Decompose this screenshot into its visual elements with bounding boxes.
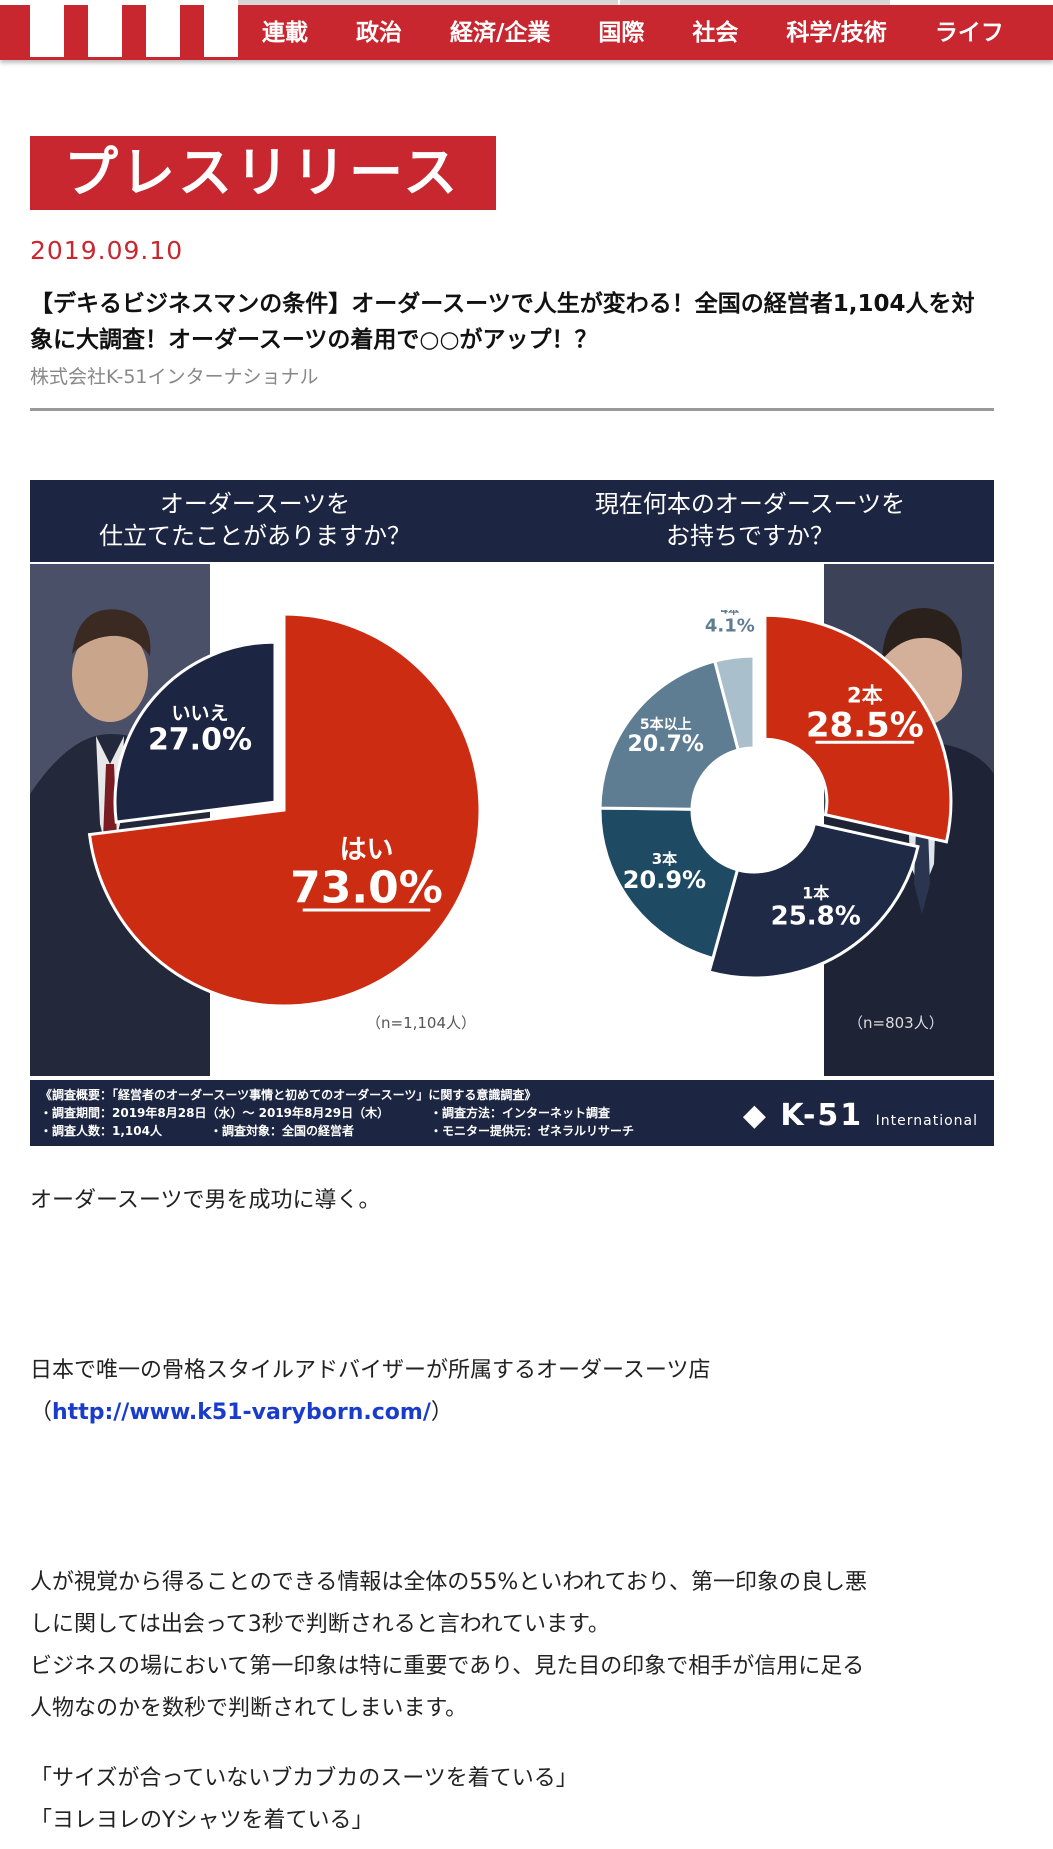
survey-period: ・調査期間：2019年8月28日（水）～ 2019年8月29日（木） [40, 1106, 390, 1120]
paragraph-3-line-3: ビジネスの場において第一印象は特に重要であり、見た目の印象で相手が信用に足る [30, 1654, 865, 1679]
paragraph-3-line-2: しに関しては出会って3秒で判断されると言われています。 [30, 1612, 610, 1637]
pie-category-label-1: 1本 [802, 884, 829, 903]
infographic-footer: 《調査概要：「経営者のオーダースーツ事情と初めてのオーダースーツ」に関する意識調… [30, 1080, 994, 1146]
paren-open: （ [30, 1400, 53, 1425]
shop-link[interactable]: http://www.k51-varyborn.com/ [52, 1400, 431, 1425]
site-logo[interactable] [0, 5, 238, 57]
diamond-icon: ◆ [742, 1098, 768, 1133]
question-1-line-2: 仕立てたことがありますか？ [99, 522, 411, 550]
nav-item-economy[interactable]: 経済/企業 [450, 20, 551, 46]
category-label: プレスリリース [30, 136, 496, 210]
pie-slice-3 [598, 659, 741, 811]
pie-slice-2 [598, 806, 740, 961]
pie-value-label-1: 25.8% [771, 902, 861, 932]
paren-close: ） [430, 1400, 453, 1425]
pie-category-label-3: 5本以上 [640, 716, 692, 733]
survey-summary-title: 《調査概要：「経営者のオーダースーツ事情と初めてのオーダースーツ」に関する意識調… [40, 1088, 537, 1102]
question-1: オーダースーツを 仕立てたことがありますか？ [70, 488, 440, 552]
survey-summary-left: 《調査概要：「経営者のオーダースーツ事情と初めてのオーダースーツ」に関する意識調… [40, 1086, 536, 1140]
pie-slice-1 [113, 640, 277, 824]
pie-value-label-0: 73.0% [290, 863, 443, 914]
pie-slice-4 [712, 654, 756, 752]
paragraph-3-line-4: 人物なのかを数秒で判断されてしまいます。 [30, 1696, 468, 1721]
sample-size-2: （n=803人） [848, 1014, 944, 1032]
quote-2: 「ヨレヨレのYシャツを着ている」 [30, 1808, 374, 1833]
infographic-header: オーダースーツを 仕立てたことがありますか？ 現在何本のオーダースーツを お持ち… [30, 480, 994, 562]
pie-category-label-0: 2本 [847, 684, 883, 708]
nav-menu: 連載 政治 経済/企業 国際 社会 科学/技術 ライフ [238, 0, 1028, 60]
paragraph-3: 人が視覚から得ることのできる情報は全体の55%といわれており、第一印象の良し悪 … [30, 1562, 1020, 1730]
quote-list: 「サイズが合っていないブカブカのスーツを着ている」 「ヨレヨレのYシャツを着てい… [30, 1758, 1020, 1842]
article-date: 2019.09.10 [30, 236, 184, 265]
sample-size-1: （n=1,104人） [366, 1014, 477, 1032]
top-nav-bar: 連載 政治 経済/企業 国際 社会 科学/技術 ライフ [0, 0, 1053, 60]
pie-value-label-1: 27.0% [148, 722, 252, 757]
paragraph-3-line-1: 人が視覚から得ることのできる情報は全体の55%といわれており、第一印象の良し悪 [30, 1570, 867, 1595]
nav-item-serial[interactable]: 連載 [262, 20, 308, 46]
survey-count-target: ・調査人数：1,104人 ・調査対象：全国の経営者 [40, 1124, 354, 1138]
pie-slice-1 [707, 821, 920, 980]
article-title: 【デキるビジネスマンの条件】オーダースーツで人生が変わる！全国の経営者1,104… [30, 291, 975, 353]
company-name[interactable]: 株式会社K-51インターナショナル [30, 366, 319, 388]
nav-item-society[interactable]: 社会 [692, 20, 739, 46]
paragraph-1: オーダースーツで男を成功に導く。 [30, 1188, 381, 1213]
question-2-line-2: お持ちですか？ [666, 522, 834, 550]
survey-monitor: ・モニター提供元：ゼネラルリサーチ [430, 1124, 635, 1138]
pie-category-label-2: 3本 [652, 850, 677, 868]
brand-name: K-51 [780, 1098, 864, 1133]
paragraph-2-line-2: （http://www.k51-varyborn.com/） [30, 1392, 1020, 1434]
nav-item-politics[interactable]: 政治 [356, 20, 402, 46]
survey-infographic: オーダースーツを 仕立てたことがありますか？ 現在何本のオーダースーツを お持ち… [30, 480, 994, 1146]
nav-item-life[interactable]: ライフ [934, 20, 1004, 46]
nav-item-science[interactable]: 科学/技術 [786, 20, 887, 46]
pie-category-label-4: 4本 [721, 610, 740, 617]
survey-method: ・調査方法：インターネット調査 [430, 1106, 611, 1120]
nav-item-international[interactable]: 国際 [598, 20, 645, 46]
pie-category-label-0: はい [340, 835, 394, 866]
question-2: 現在何本のオーダースーツを お持ちですか？ [540, 488, 960, 552]
pie-value-label-2: 20.9% [623, 866, 706, 894]
header-divider [30, 408, 994, 411]
pie-value-label-4: 4.1% [705, 616, 755, 637]
question-1-line-1: オーダースーツを [159, 490, 351, 518]
top-divider [0, 0, 1053, 5]
pie-value-label-0: 28.5% [806, 706, 924, 746]
pie-value-label-3: 20.7% [628, 732, 704, 757]
pie-category-label-1: いいえ [171, 702, 228, 724]
quote-1: 「サイズが合っていないブカブカのスーツを着ている」 [30, 1766, 578, 1791]
pie-slice-0 [763, 613, 953, 844]
paragraph-2: 日本で唯一の骨格スタイルアドバイザーが所属するオーダースーツ店 （http://… [30, 1350, 1020, 1434]
pie-slice-0 [87, 612, 482, 1008]
question-2-line-1: 現在何本のオーダースーツを [594, 490, 906, 518]
paragraph-2-line-1: 日本で唯一の骨格スタイルアドバイザーが所属するオーダースーツ店 [30, 1358, 711, 1383]
brand-sub: International [875, 1113, 978, 1129]
brand-logo: ◆ K-51 International [743, 1098, 978, 1133]
survey-summary-right: ・調査方法：インターネット調査 ・モニター提供元：ゼネラルリサーチ [430, 1104, 634, 1140]
